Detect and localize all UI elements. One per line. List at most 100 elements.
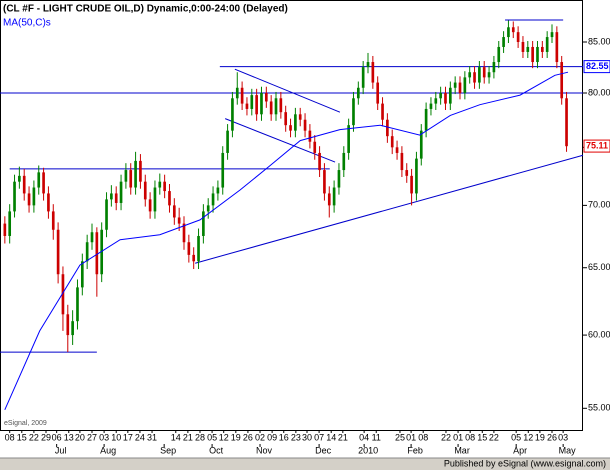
candle-body bbox=[114, 193, 118, 203]
candle-body bbox=[235, 87, 239, 99]
chart-title: (CL #F - LIGHT CRUDE OIL,D) Dynamic,0:00… bbox=[3, 4, 288, 15]
candle-body bbox=[560, 62, 564, 99]
candle-body bbox=[269, 101, 273, 115]
candle-body bbox=[119, 181, 123, 203]
x-tick-label: 20 bbox=[75, 432, 85, 442]
candle-body bbox=[565, 98, 568, 147]
candle-body bbox=[76, 287, 79, 322]
candle-body bbox=[395, 147, 399, 153]
candle-body bbox=[206, 205, 210, 212]
candle-body bbox=[439, 93, 442, 99]
candle-body bbox=[526, 46, 530, 52]
candle-body bbox=[415, 158, 418, 194]
x-tick-label: 14 bbox=[171, 432, 181, 442]
candle-body bbox=[61, 274, 65, 315]
candle-body bbox=[22, 175, 26, 194]
candle-body bbox=[332, 187, 336, 206]
y-tick-label: 80.00 bbox=[588, 87, 610, 97]
x-tick-label: 06 bbox=[52, 432, 62, 442]
candle-body bbox=[361, 67, 365, 88]
candle-body bbox=[419, 130, 423, 159]
candle-body bbox=[410, 175, 413, 194]
candle-body bbox=[134, 160, 137, 188]
x-tick-label: 08 bbox=[5, 432, 15, 442]
x-tick-label: 22 bbox=[489, 432, 499, 442]
candle-body bbox=[110, 193, 113, 200]
x-tick-label: 22 bbox=[441, 432, 451, 442]
candle-body bbox=[143, 181, 147, 200]
x-tick-label: 25 bbox=[395, 432, 405, 442]
candle-body bbox=[313, 141, 317, 153]
price-label: 82.55 bbox=[586, 61, 609, 71]
candle-body bbox=[492, 62, 496, 73]
candle-body bbox=[323, 170, 326, 194]
candle-body bbox=[139, 160, 142, 182]
candle-body bbox=[434, 98, 438, 104]
x-tick-label: 07 bbox=[314, 432, 324, 442]
x-tick-label: 03 bbox=[558, 432, 568, 442]
x-tick-label: 23 bbox=[291, 432, 301, 442]
candle-body bbox=[42, 172, 45, 194]
x-tick-label: 12 bbox=[523, 432, 533, 442]
candle-body bbox=[507, 27, 510, 38]
x-tick-label: 17 bbox=[123, 432, 133, 442]
x-tick-label: 30 bbox=[302, 432, 312, 442]
candle-body bbox=[444, 93, 447, 104]
candle-body bbox=[390, 136, 394, 148]
x-tick-label: 01 bbox=[406, 432, 416, 442]
month-label: Feb bbox=[407, 445, 423, 455]
month-label: Nov bbox=[256, 445, 273, 455]
x-tick-label: 15 bbox=[477, 432, 487, 442]
candle-body bbox=[400, 152, 404, 171]
candle-body bbox=[240, 87, 244, 104]
candle-body bbox=[487, 72, 491, 78]
candle-body bbox=[250, 95, 254, 109]
candle-body bbox=[279, 98, 283, 113]
candle-body bbox=[453, 82, 457, 88]
x-tick-label: 28 bbox=[195, 432, 205, 442]
x-tick-label: 12 bbox=[219, 432, 229, 442]
price-label-box bbox=[583, 139, 610, 153]
candle-body bbox=[187, 242, 191, 255]
month-label: May bbox=[559, 445, 577, 455]
candle-body bbox=[80, 261, 84, 288]
candle-body bbox=[545, 37, 549, 52]
candle-body bbox=[231, 98, 234, 131]
candle-body bbox=[429, 103, 433, 109]
candle-body bbox=[371, 62, 375, 83]
candle-body bbox=[255, 95, 258, 115]
y-tick-label: 55.00 bbox=[588, 403, 610, 413]
month-label: 2010 bbox=[358, 445, 378, 455]
candle-body bbox=[298, 114, 302, 120]
candle-body bbox=[468, 72, 472, 78]
x-tick-label: 19 bbox=[535, 432, 545, 442]
candle-body bbox=[555, 32, 559, 63]
x-tick-label: 31 bbox=[147, 432, 157, 442]
x-tick-label: 08 bbox=[418, 432, 428, 442]
candle-body bbox=[85, 242, 89, 262]
candle-body bbox=[177, 217, 181, 224]
candle-body bbox=[516, 32, 520, 42]
y-tick-label: 85.00 bbox=[588, 36, 610, 46]
candle-body bbox=[216, 187, 220, 194]
x-tick-label: 08 bbox=[465, 432, 475, 442]
candle-body bbox=[327, 193, 331, 206]
month-label: Sep bbox=[160, 445, 176, 455]
candle-body bbox=[192, 254, 196, 262]
trend-line bbox=[224, 118, 336, 163]
price-label-box bbox=[583, 60, 610, 74]
candle-body bbox=[536, 46, 539, 63]
candle-body bbox=[153, 187, 157, 212]
candle-body bbox=[13, 181, 16, 212]
candle-body bbox=[497, 46, 501, 63]
plot-frame bbox=[0, 0, 583, 431]
footer: Published by eSignal (www.esignal.com) bbox=[444, 458, 606, 468]
candle-body bbox=[405, 170, 409, 176]
candle-body bbox=[473, 72, 476, 83]
candle-body bbox=[521, 41, 525, 52]
plot bbox=[0, 19, 584, 411]
candle-body bbox=[221, 152, 225, 188]
x-tick-label: 19 bbox=[231, 432, 241, 442]
candle-body bbox=[168, 191, 171, 206]
